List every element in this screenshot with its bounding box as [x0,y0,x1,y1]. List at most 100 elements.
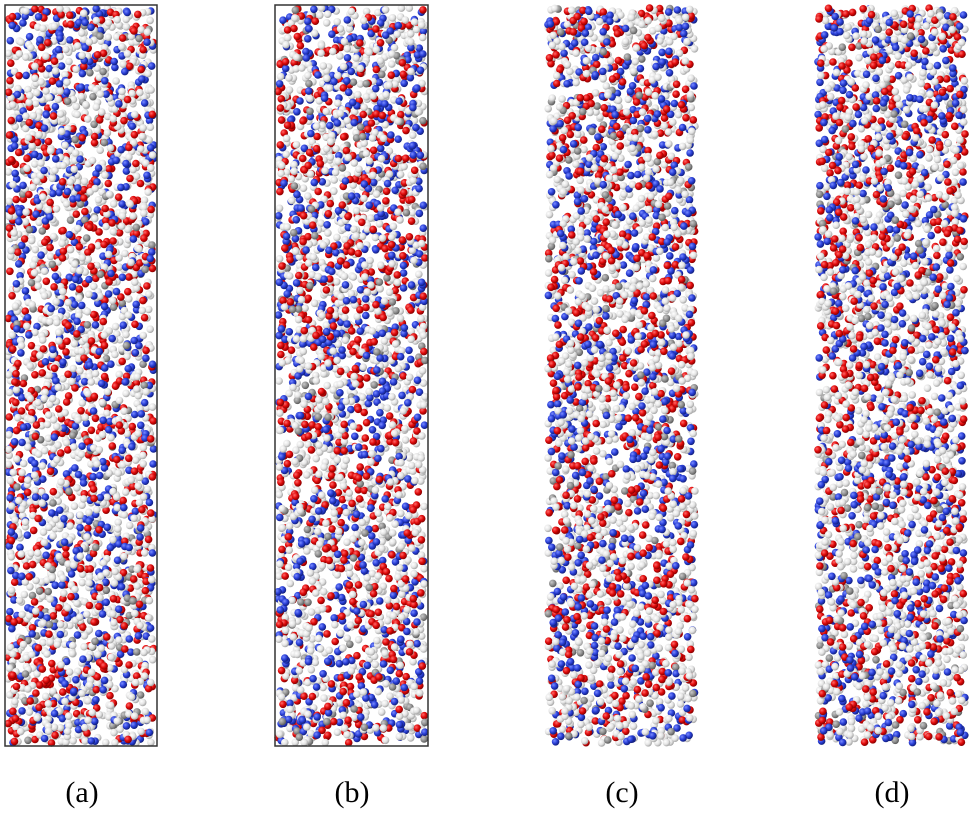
particle [90,392,99,401]
particle [125,295,133,303]
particle [82,419,91,428]
particle [41,358,50,366]
particle [58,178,67,186]
particle [100,662,108,670]
particle [123,50,132,58]
particle [69,737,77,745]
particle [125,454,133,463]
particle [98,430,107,439]
particle [106,144,115,152]
particle [97,379,106,388]
particle [74,470,83,479]
particle [89,310,98,319]
particle [388,60,396,68]
particle [143,716,151,724]
particle [118,357,126,366]
particle [141,586,150,595]
particle [127,693,136,701]
particle [43,650,51,658]
particle [85,290,93,299]
particle [28,300,36,309]
particle [96,90,105,98]
particle [39,24,47,33]
particle [144,188,152,196]
particle [113,717,121,725]
particle [60,538,69,546]
particle [50,283,58,291]
particle [36,36,44,44]
particle [115,396,124,405]
particle [54,95,62,104]
particle [140,99,149,107]
particle [129,575,138,583]
particle [85,681,94,689]
particle [140,234,148,242]
particle [109,610,117,618]
particle [361,434,370,442]
particle [275,204,284,213]
particle [68,283,77,291]
particle [42,277,51,286]
particle [62,200,71,208]
particle [134,391,143,400]
particle [49,487,58,496]
particle [106,701,115,710]
particle [102,598,110,607]
particle [38,336,47,344]
particle [76,613,84,621]
particle [75,285,84,294]
particle [138,75,146,83]
particle [29,111,38,120]
particle [71,464,79,472]
particle [130,712,139,720]
particle [123,95,132,104]
particle [19,640,28,649]
particle [52,422,61,431]
particle [146,254,155,263]
particle [118,446,126,455]
particle [278,545,286,554]
particle [42,551,50,560]
particle [118,273,127,282]
particle [108,219,116,227]
particle [41,238,49,246]
particle [100,240,108,249]
particle [101,738,110,747]
particle [276,187,284,196]
particle [32,89,41,97]
particle [11,697,19,706]
particle [24,736,32,745]
particle [12,385,21,394]
particle [148,635,156,643]
particle [32,607,40,615]
particle [128,122,137,130]
particle [369,146,378,155]
particle [24,133,33,142]
particle [33,549,42,557]
particle [128,422,137,431]
particle [130,467,139,476]
particle [47,304,56,313]
particle [389,538,397,546]
particle [93,51,102,59]
particle [101,364,109,372]
particle [19,379,28,388]
particle [303,17,312,26]
particle [110,579,119,587]
particle [18,707,26,715]
particle [25,190,33,199]
particle [148,549,157,557]
particle [136,145,145,153]
particle [12,455,21,463]
particle [73,110,82,119]
particle [131,609,139,618]
particle [139,209,148,218]
particle [354,635,363,644]
particle [102,569,110,577]
particle [48,573,57,582]
particle [122,722,131,730]
particle [22,7,30,15]
particle [69,364,78,373]
particle [17,349,25,357]
particle [14,217,23,226]
